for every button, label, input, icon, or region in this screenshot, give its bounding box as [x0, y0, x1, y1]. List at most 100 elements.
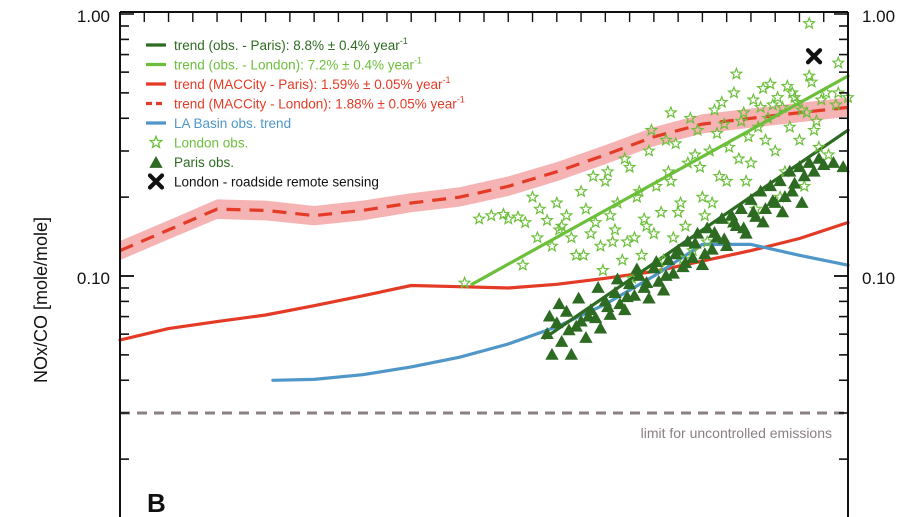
london-obs-point [697, 208, 712, 222]
paris-obs-point [836, 160, 850, 173]
paris-obs-point [647, 261, 661, 274]
london-obs-point [649, 179, 664, 193]
paris-obs-point [753, 184, 768, 197]
paris-obs-point [686, 251, 700, 264]
london-obs-point [632, 184, 647, 198]
london-obs-point [799, 105, 814, 119]
maccity-london-band [120, 97, 848, 261]
london-obs-point [727, 85, 741, 99]
london-obs-point [736, 105, 751, 119]
london-obs-point [610, 195, 625, 209]
series-line-0 [119, 105, 849, 253]
legend-sup-maccity_paris: -1 [443, 75, 451, 85]
paris-obs-point [778, 190, 792, 203]
limit-annotation: limit for uncontrolled emissions [641, 425, 832, 441]
paris-obs-point [649, 255, 663, 267]
paris-obs-point [688, 236, 702, 249]
paris-obs-point [639, 276, 654, 288]
paris-obs-point [787, 176, 802, 189]
london-obs-point [678, 218, 693, 233]
london-obs-point [768, 143, 783, 157]
london-obs-point [659, 132, 673, 147]
london-obs-point [510, 209, 525, 223]
axis-ticks [119, 12, 849, 460]
paris-obs-point [727, 215, 741, 228]
roadside-point [805, 48, 823, 65]
paris-obs-point [652, 274, 666, 287]
y-tick-label-left-2: 0.10 [77, 269, 110, 288]
london-obs-point [554, 218, 569, 233]
paris-obs-point [608, 286, 622, 299]
london-obs-point [598, 173, 613, 188]
paris-obs-point [591, 280, 605, 293]
london-obs-point [586, 169, 601, 183]
london-obs-point [501, 211, 516, 225]
london-obs-point [549, 195, 564, 209]
paris-obs-point [559, 304, 574, 317]
london-obs-point [576, 248, 591, 262]
paris-obs-point [802, 155, 816, 168]
legend-cross [147, 173, 165, 190]
paris-obs-point [758, 202, 773, 215]
paris-obs-point [717, 232, 731, 245]
paris-obs-point [630, 262, 644, 275]
london-obs-point [739, 173, 753, 188]
london-obs-point [603, 208, 618, 222]
legend-label-paris_trend: trend (obs. - Paris): 8.8% ± 0.4% year-1 [174, 36, 408, 53]
y-axis-title: NOx/CO [mole/mole] [31, 217, 51, 383]
paris-obs-point [574, 314, 588, 327]
legend-label-london_obs: London obs. [174, 136, 248, 151]
paris-obs-point [571, 291, 586, 304]
paris-obs-point [792, 160, 807, 173]
paris-obs-point [555, 334, 569, 347]
legend-label-paris_obs: Paris obs. [174, 155, 234, 170]
paris-obs-point [746, 205, 761, 218]
london-obs-point [646, 226, 661, 240]
london-obs-point [714, 95, 729, 109]
panel-letter: B [147, 488, 166, 517]
london-obs-point [615, 252, 630, 266]
series-line-2 [118, 220, 850, 342]
london-obs-point [722, 140, 736, 154]
london-obs-point [683, 111, 698, 125]
paris-obs-point [698, 247, 712, 260]
london-obs-point [688, 147, 702, 161]
paris-obs-point [775, 205, 790, 218]
paris-obs-point [783, 164, 797, 177]
london-obs-point [746, 92, 761, 106]
london-obs-point [758, 132, 773, 147]
legend-sup-maccity_london: -1 [457, 95, 465, 105]
london-obs-point [532, 201, 547, 215]
london-obs-point [622, 160, 637, 174]
london-obs-point [596, 263, 610, 277]
paris-obs-point [618, 303, 632, 316]
paris-obs-point [669, 247, 683, 260]
paris-obs-point [797, 169, 811, 182]
paris-obs-point [763, 179, 777, 192]
axis-labels: 1.00 0.10 1.00 0.10 NOx/CO [mole/mole] l… [31, 7, 895, 517]
legend-sup-london_trend: -1 [414, 56, 422, 66]
london-obs-point [763, 76, 778, 90]
observation-points-layer [457, 16, 855, 360]
london-obs-point [593, 238, 608, 253]
london-obs-point [775, 100, 790, 114]
paris-obs-point [642, 291, 656, 304]
paris-obs-point [766, 194, 780, 207]
paris-obs-point [744, 193, 758, 205]
london-obs-point [545, 238, 559, 253]
london-obs-point [525, 189, 540, 204]
paris-obs-point [552, 297, 566, 310]
london-obs-point [690, 122, 705, 137]
paris-obs-point [659, 269, 673, 281]
london-obs-point [692, 160, 707, 174]
london-obs-point [717, 116, 732, 130]
london-obs-point [731, 151, 746, 165]
paris-obs-point [700, 221, 714, 234]
london-obs-point [608, 222, 622, 236]
y-tick-label-left-1: 1.00 [77, 7, 110, 26]
london-obs-point [472, 211, 487, 225]
paris-obs-point [610, 272, 625, 285]
london-obs-point [712, 169, 727, 183]
london-obs-point [705, 195, 719, 209]
